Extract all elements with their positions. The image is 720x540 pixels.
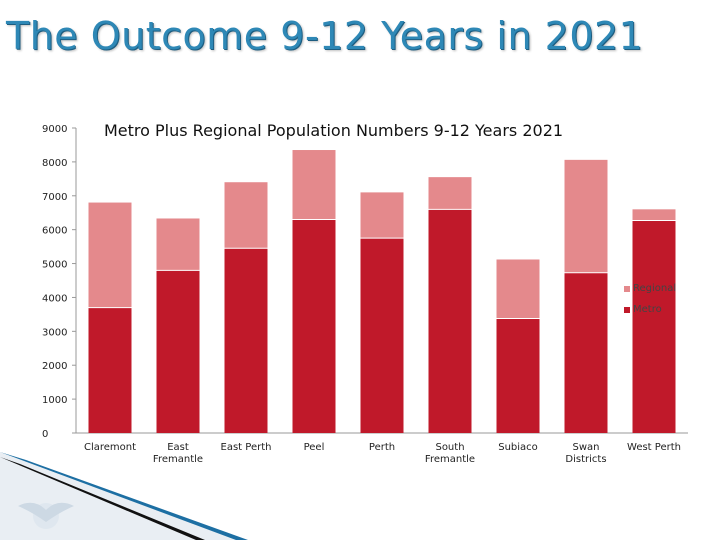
bar-regional <box>224 182 268 249</box>
bar-metro <box>428 209 472 433</box>
y-tick-label: 1000 <box>42 395 67 406</box>
legend-item-metro: Metro <box>624 299 676 320</box>
y-tick-label: 3000 <box>42 327 67 338</box>
legend-swatch-metro <box>624 306 630 313</box>
bar-metro <box>292 219 336 433</box>
y-tick-label: 2000 <box>42 361 67 372</box>
bar-metro <box>496 318 540 433</box>
x-tick-label: Claremont <box>84 442 136 453</box>
y-tick-label: 8000 <box>42 158 67 169</box>
slide-title: The Outcome 9-12 Years in 2021 <box>6 14 644 58</box>
bar-regional <box>88 202 132 308</box>
chart-tick-labels: 0 1000 2000 3000 4000 5000 6000 7000 8000 9000 Cla… <box>42 124 681 465</box>
corner-decoration <box>0 452 248 540</box>
y-tick-label: 0 <box>42 429 48 440</box>
x-tick-label: South Fremantle <box>425 442 475 465</box>
legend-swatch-regional <box>624 285 630 292</box>
chart-bars <box>88 150 676 433</box>
y-tick-label: 4000 <box>42 293 67 304</box>
y-tick-label: 9000 <box>42 124 67 135</box>
bar-metro <box>632 220 676 433</box>
legend-item-regional: Regional <box>624 278 676 299</box>
bar-metro <box>564 272 608 433</box>
bar-metro <box>88 307 132 433</box>
y-tick-label: 7000 <box>42 192 67 203</box>
x-tick-label: East Perth <box>221 442 272 453</box>
x-tick-label: Perth <box>369 442 395 453</box>
bar-metro <box>224 248 268 433</box>
legend-label-metro: Metro <box>633 304 662 315</box>
bar-metro <box>156 270 200 433</box>
y-tick-label: 5000 <box>42 260 67 271</box>
chart-title: Metro Plus Regional Population Numbers 9… <box>104 121 564 140</box>
y-tick-label: 6000 <box>42 226 67 237</box>
bar-regional <box>428 177 472 210</box>
legend-label-regional: Regional <box>633 283 677 294</box>
bar-regional <box>496 259 540 319</box>
bar-regional <box>156 218 200 271</box>
bar-regional <box>360 192 404 239</box>
x-tick-label: East Fremantle <box>153 442 203 465</box>
bar-regional <box>632 209 676 221</box>
bar-metro <box>360 238 404 433</box>
bar-regional <box>292 150 336 220</box>
bar-regional <box>564 159 608 273</box>
x-tick-label: West Perth <box>627 442 681 453</box>
logo-emblem-icon <box>18 502 74 529</box>
x-tick-label: Swan Districts <box>565 442 606 465</box>
x-tick-label: Subiaco <box>498 442 538 453</box>
x-tick-label: Peel <box>304 442 325 453</box>
chart-legend: Regional Metro <box>624 278 676 320</box>
